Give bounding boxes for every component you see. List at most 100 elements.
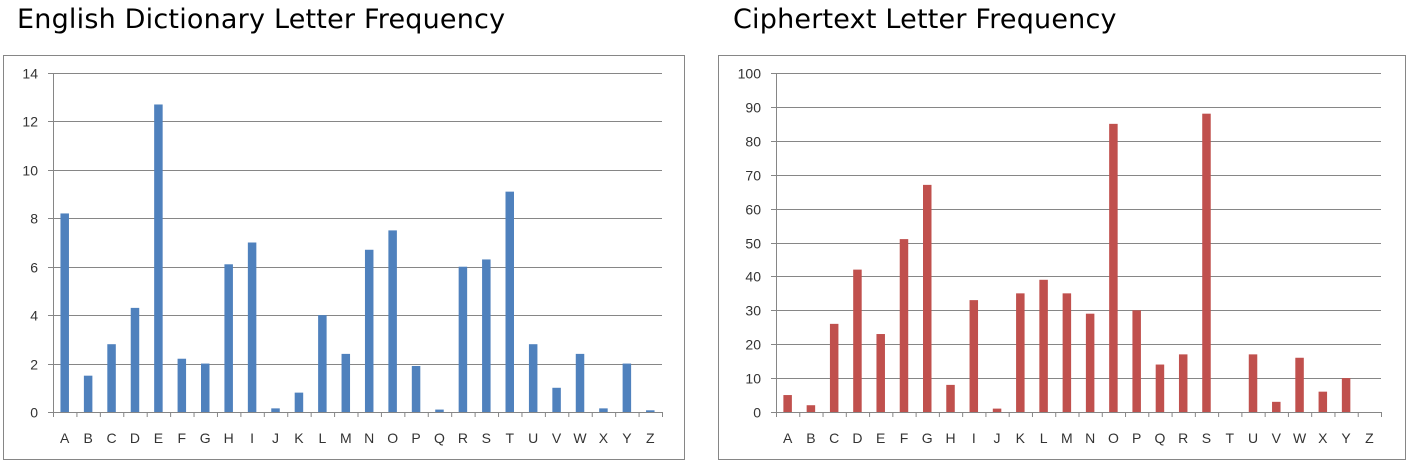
cipher-xtick-label-a: A [783, 430, 793, 446]
cipher-bar-j [992, 408, 1002, 412]
english-bar-u [528, 344, 538, 412]
english-bar-e [154, 104, 163, 412]
cipher-bar-u [1248, 354, 1258, 412]
english-bar-h [224, 264, 233, 412]
cipher-bar-a [783, 395, 792, 412]
cipher-ytick-label: 90 [745, 100, 761, 116]
cipher-chart-title: Ciphertext Letter Frequency [733, 4, 1117, 35]
english-ytick-label: 0 [30, 405, 38, 421]
cipher-ytick-label: 0 [753, 405, 761, 421]
english-bar-t [505, 191, 514, 412]
cipher-bar-n [1085, 313, 1095, 412]
cipher-xtick-label-v: V [1272, 430, 1282, 446]
english-bar-m [341, 353, 351, 412]
cipher-bar-d [853, 269, 862, 412]
cipher-bar-v [1272, 401, 1281, 412]
cipher-xtick-label-c: C [829, 430, 839, 446]
english-xtick-label-s: S [482, 430, 491, 446]
english-bar-j [271, 408, 280, 412]
cipher-xtick-label-o: O [1108, 430, 1119, 446]
english-xtick-label-d: D [130, 430, 140, 446]
english-bar-s [482, 259, 491, 412]
cipher-ytick-label: 70 [745, 168, 761, 184]
english-xtick-label-j: J [272, 430, 279, 446]
english-xtick-label-f: F [178, 430, 187, 446]
cipher-ytick-label: 80 [745, 134, 761, 150]
cipher-xtick-label-n: N [1085, 430, 1095, 446]
english-bar-p [411, 365, 421, 412]
english-bar-v [552, 387, 561, 412]
cipher-ytick-label: 10 [745, 371, 761, 387]
cipher-ytick-label: 30 [745, 303, 761, 319]
english-bar-q [435, 409, 444, 412]
english-bar-x [599, 408, 608, 412]
cipher-xtick-label-x: X [1318, 430, 1328, 446]
english-xtick-label-q: Q [434, 430, 445, 446]
cipher-xtick-label-s: S [1202, 430, 1211, 446]
english-chart-title: English Dictionary Letter Frequency [17, 4, 506, 35]
english-xtick-label-h: H [224, 430, 234, 446]
cipher-xtick-label-q: Q [1154, 430, 1165, 446]
english-bar-b [83, 375, 93, 412]
cipher-xtick-label-d: D [852, 430, 862, 446]
cipher-xtick-label-e: E [876, 430, 885, 446]
english-xtick-label-u: U [528, 430, 538, 446]
cipher-bar-k [1016, 293, 1025, 412]
english-xtick-label-a: A [60, 430, 70, 446]
english-xtick-label-p: P [411, 430, 420, 446]
english-bar-f [177, 358, 187, 412]
english-bar-g [201, 363, 210, 412]
cipher-xtick-label-t: T [1225, 430, 1234, 446]
english-ytick-label: 2 [30, 357, 38, 373]
cipher-xtick-label-p: P [1132, 430, 1141, 446]
english-bar-n [364, 249, 374, 412]
english-xtick-label-k: K [294, 430, 304, 446]
english-xtick-label-b: B [83, 430, 92, 446]
cipher-bar-m [1062, 293, 1072, 412]
cipher-xtick-label-m: M [1061, 430, 1073, 446]
english-bar-r [458, 266, 468, 412]
cipher-xtick-label-u: U [1248, 430, 1258, 446]
cipher-ytick-label: 50 [745, 236, 761, 252]
english-ytick-label: 12 [22, 114, 38, 130]
english-xtick-label-e: E [154, 430, 163, 446]
english-xtick-label-m: M [340, 430, 352, 446]
english-xtick-label-l: L [318, 430, 326, 446]
cipher-bar-g [923, 184, 932, 412]
english-xtick-label-i: I [250, 430, 254, 446]
cipher-xtick-label-l: L [1040, 430, 1048, 446]
cipher-ytick-label: 40 [745, 269, 761, 285]
cipher-bar-o [1109, 123, 1118, 412]
cipher-bar-q [1155, 364, 1165, 412]
english-bar-l [318, 315, 327, 412]
english-xtick-label-t: T [505, 430, 514, 446]
english-bar-k [294, 392, 304, 412]
cipher-bar-l [1039, 279, 1048, 412]
cipher-bar-e [876, 334, 885, 412]
english-xtick-label-n: N [364, 430, 374, 446]
english-xtick-label-r: R [458, 430, 468, 446]
english-xtick-label-c: C [106, 430, 116, 446]
cipher-bar-p [1132, 310, 1141, 412]
english-bar-d [130, 307, 140, 412]
english-xtick-label-o: O [387, 430, 398, 446]
cipher-bar-f [899, 239, 909, 412]
cipher-ytick-label: 60 [745, 202, 761, 218]
english-bar-c [107, 344, 116, 412]
cipher-bar-w [1295, 357, 1304, 412]
english-xtick-label-w: W [573, 430, 587, 446]
cipher-xtick-label-r: R [1178, 430, 1188, 446]
english-xtick-label-x: X [599, 430, 609, 446]
english-ytick-label: 14 [22, 66, 38, 82]
cipher-bar-r [1178, 354, 1188, 412]
english-xtick-label-g: G [200, 430, 211, 446]
english-xtick-label-z: Z [646, 430, 655, 446]
cipher-bar-s [1202, 113, 1211, 413]
english-bar-a [60, 213, 69, 412]
cipher-bar-b [806, 405, 816, 412]
english-ytick-label: 8 [30, 211, 38, 227]
english-bar-w [575, 353, 585, 412]
english-ytick-label: 4 [30, 308, 38, 324]
cipher-xtick-label-y: Y [1341, 430, 1351, 446]
cipher-bar-i [969, 300, 979, 412]
